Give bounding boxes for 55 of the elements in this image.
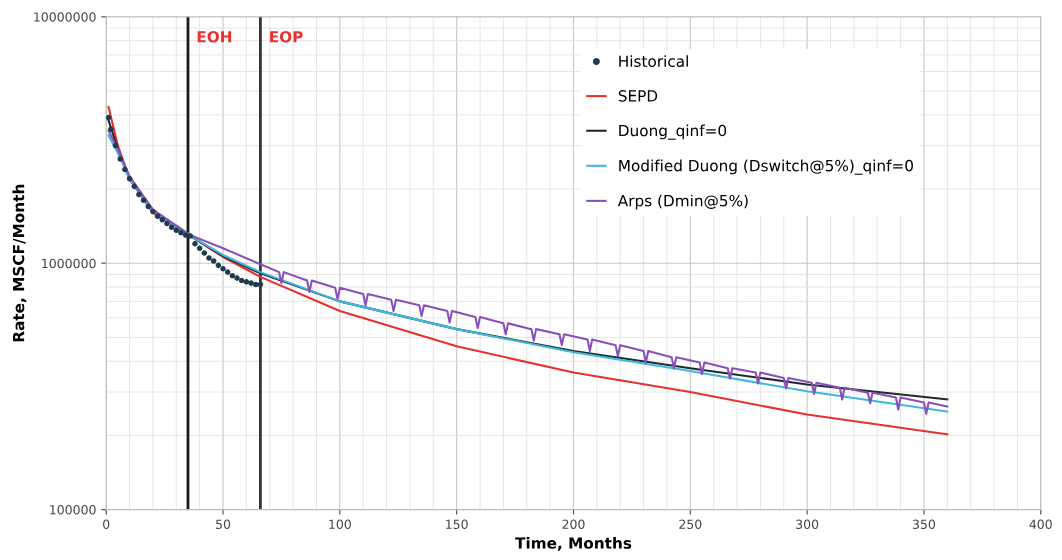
point: [106, 114, 112, 121]
legend-label: Modified Duong (Dswitch@5%)_qinf=0: [619, 159, 913, 175]
point: [145, 203, 152, 210]
point: [112, 142, 119, 149]
point: [238, 277, 245, 284]
point: [150, 208, 156, 215]
x-tick-label: 100: [329, 519, 351, 529]
point: [108, 126, 114, 132]
point: [122, 166, 128, 173]
x-tick-label: 250: [679, 519, 702, 529]
point: [168, 224, 175, 230]
point: [252, 281, 259, 288]
point: [206, 255, 212, 261]
x-tick-label: 350: [912, 519, 936, 529]
point: [196, 245, 203, 252]
point: [140, 197, 147, 204]
point: [224, 269, 231, 275]
legend-label: SEPD: [618, 90, 658, 102]
y-axis-title: Rate, MSCF/Month: [12, 184, 27, 342]
legend-label: Arps (Dmin@5%): [617, 194, 748, 210]
x-axis-title: Time, Months: [515, 536, 632, 551]
point: [187, 233, 194, 239]
point: [229, 272, 236, 279]
point: [117, 156, 123, 162]
point: [164, 220, 170, 227]
y-tick-label: 100000: [50, 505, 96, 515]
point: [159, 217, 166, 223]
point: [131, 183, 138, 190]
point: [201, 250, 208, 256]
x-tick-label: 400: [1029, 519, 1052, 529]
point: [192, 240, 198, 247]
legend-label: Historical: [619, 55, 688, 68]
ref-line-label: EOP: [270, 30, 303, 43]
point: [220, 265, 226, 272]
point: [257, 281, 264, 288]
point: [178, 229, 184, 236]
point: [173, 227, 180, 234]
y-tick-label: 1000000: [42, 258, 96, 269]
ref-line-label: EOH: [197, 30, 232, 43]
point: [182, 232, 189, 238]
x-tick-label: 200: [562, 519, 585, 529]
x-tick-label: 0: [103, 519, 110, 529]
x-tick-label: 150: [446, 519, 468, 529]
point: [126, 176, 133, 182]
point: [234, 275, 240, 281]
point: [215, 262, 222, 269]
point: [210, 258, 217, 264]
point: [243, 279, 250, 285]
y-tick-label: 10000000: [34, 12, 96, 22]
point: [154, 213, 161, 220]
point: [136, 191, 142, 198]
legend-label: Duong_qinf=0: [619, 124, 727, 140]
x-tick-label: 50: [216, 519, 231, 529]
point: [248, 280, 254, 286]
x-tick-label: 300: [796, 519, 819, 529]
